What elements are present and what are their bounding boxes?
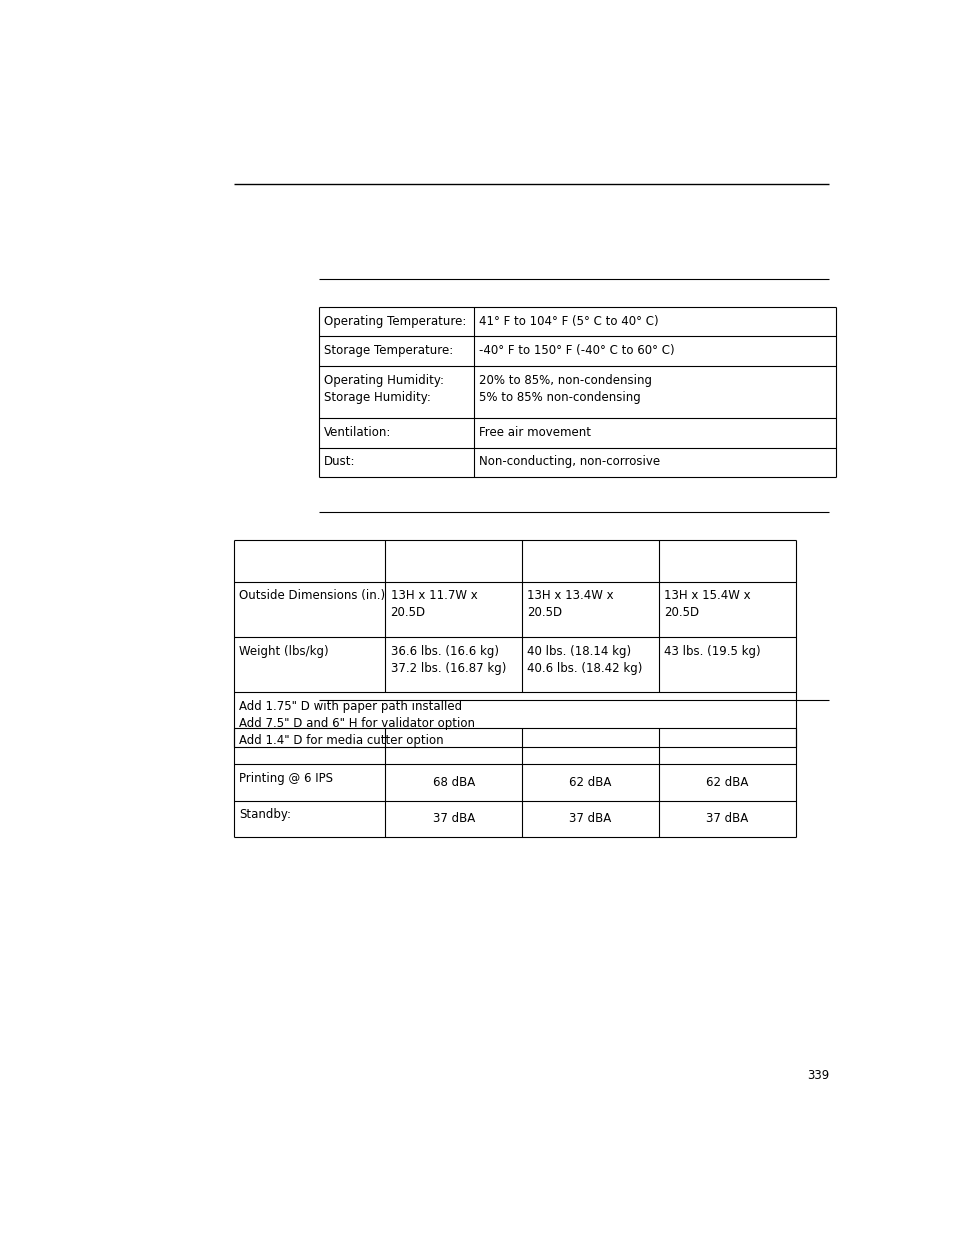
Text: 40 lbs. (18.14 kg)
40.6 lbs. (18.42 kg): 40 lbs. (18.14 kg) 40.6 lbs. (18.42 kg)	[527, 645, 642, 674]
Text: Add 1.75" D with paper path installed
Add 7.5" D and 6" H for validator option
A: Add 1.75" D with paper path installed Ad…	[239, 700, 475, 747]
Text: 43 lbs. (19.5 kg): 43 lbs. (19.5 kg)	[663, 645, 760, 657]
Text: 13H x 13.4W x
20.5D: 13H x 13.4W x 20.5D	[527, 589, 614, 620]
Text: Standby:: Standby:	[239, 808, 291, 821]
Text: Storage Temperature:: Storage Temperature:	[324, 345, 453, 357]
Text: 13H x 11.7W x
20.5D: 13H x 11.7W x 20.5D	[390, 589, 476, 620]
Text: 62 dBA: 62 dBA	[569, 776, 611, 789]
Text: Dust:: Dust:	[324, 456, 355, 468]
Text: Non-conducting, non-corrosive: Non-conducting, non-corrosive	[478, 456, 659, 468]
Text: Outside Dimensions (in.): Outside Dimensions (in.)	[239, 589, 385, 603]
Text: 68 dBA: 68 dBA	[433, 776, 475, 789]
Text: Weight (lbs/kg): Weight (lbs/kg)	[239, 645, 328, 657]
Text: 37 dBA: 37 dBA	[433, 813, 475, 825]
Text: Free air movement: Free air movement	[478, 426, 591, 438]
Text: 41° F to 104° F (5° C to 40° C): 41° F to 104° F (5° C to 40° C)	[478, 315, 659, 327]
Text: 13H x 15.4W x
20.5D: 13H x 15.4W x 20.5D	[663, 589, 750, 620]
Text: 339: 339	[806, 1070, 828, 1082]
Text: Ventilation:: Ventilation:	[324, 426, 391, 438]
Text: 20% to 85%, non-condensing
5% to 85% non-condensing: 20% to 85%, non-condensing 5% to 85% non…	[478, 373, 652, 404]
Text: 36.6 lbs. (16.6 kg)
37.2 lbs. (16.87 kg): 36.6 lbs. (16.6 kg) 37.2 lbs. (16.87 kg)	[390, 645, 505, 674]
Text: 37 dBA: 37 dBA	[705, 813, 748, 825]
Text: -40° F to 150° F (-40° C to 60° C): -40° F to 150° F (-40° C to 60° C)	[478, 345, 674, 357]
Text: 37 dBA: 37 dBA	[569, 813, 611, 825]
Text: 62 dBA: 62 dBA	[705, 776, 748, 789]
Text: Printing @ 6 IPS: Printing @ 6 IPS	[239, 772, 333, 785]
Text: Operating Temperature:: Operating Temperature:	[324, 315, 466, 327]
Text: Operating Humidity:
Storage Humidity:: Operating Humidity: Storage Humidity:	[324, 373, 443, 404]
